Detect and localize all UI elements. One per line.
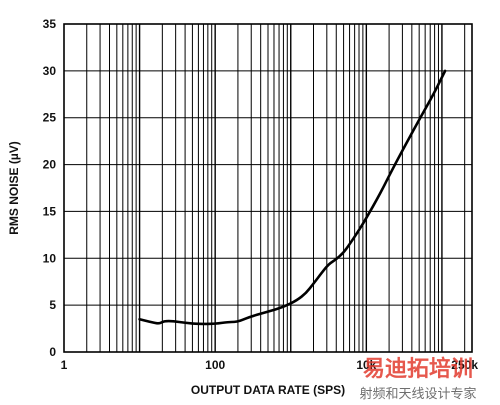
y-tick-label: 0	[49, 345, 56, 359]
y-tick-label: 15	[43, 204, 57, 218]
y-tick-label: 10	[43, 251, 57, 265]
x-axis-title: OUTPUT DATA RATE (SPS)	[191, 383, 345, 397]
x-tick-label: 100	[205, 358, 225, 372]
watermark-sub: 射频和天线设计专家	[359, 386, 476, 402]
x-tick-label: 1	[61, 358, 68, 372]
y-tick-label: 25	[43, 111, 57, 125]
y-axis-title: RMS NOISE (µV)	[7, 141, 21, 235]
y-axis-ticks: 0 5 10 15 20 25 30 35	[43, 17, 57, 359]
y-tick-label: 35	[43, 17, 57, 31]
x-tick-label: 250k	[451, 358, 478, 372]
x-axis-ticks: 1 100 10k 250k	[61, 358, 479, 372]
watermark: 易迪拓培训 射频和天线设计专家	[359, 356, 476, 402]
y-tick-label: 30	[43, 64, 57, 78]
x-tick-label: 10k	[356, 358, 376, 372]
grid-lines	[64, 24, 472, 352]
y-tick-label: 20	[43, 158, 57, 172]
watermark-main: 易迪拓培训	[363, 356, 473, 382]
series-line	[138, 69, 447, 326]
y-tick-label: 5	[49, 298, 56, 312]
plot-frame	[63, 23, 473, 353]
